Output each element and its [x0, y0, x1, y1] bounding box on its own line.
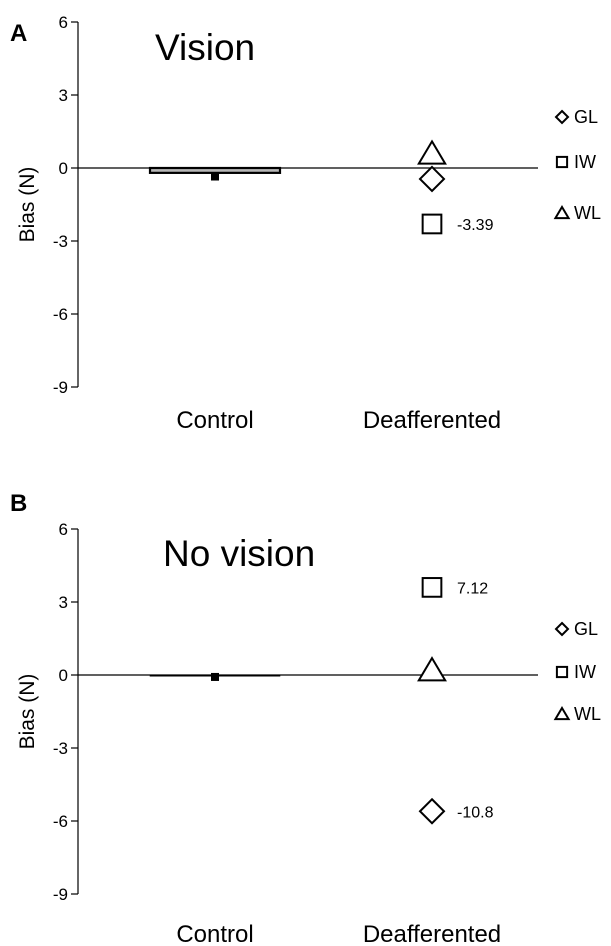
y-axis-label: Bias (N)	[16, 167, 39, 243]
legend-label-wl: WL	[574, 203, 601, 223]
y-tick-label: -3	[53, 739, 68, 758]
panel-b: B No vision 6 3 0 -3 -6 -9 Bias (N) -10.8 7.12 Cont…	[10, 490, 601, 946]
y-tick-label: 0	[59, 159, 68, 178]
x-category-label: Control	[176, 921, 253, 946]
y-tick-label: 6	[59, 520, 68, 539]
chart-title: No vision	[163, 533, 315, 574]
panel-letter: B	[10, 490, 27, 517]
legend-marker-wl	[553, 205, 571, 220]
legend-marker-gl	[554, 621, 570, 637]
control-mean-marker	[211, 672, 219, 681]
chart-title: Vision	[155, 27, 255, 68]
y-tick-label: -9	[53, 378, 68, 397]
point-gl	[418, 165, 446, 193]
point-wl	[417, 656, 447, 682]
point-wl	[417, 139, 447, 165]
legend-label-gl: GL	[574, 107, 598, 127]
legend-marker-iw	[555, 665, 569, 679]
legend-label-iw: IW	[574, 662, 596, 682]
legend-label-gl: GL	[574, 619, 598, 639]
y-axis-label: Bias (N)	[16, 674, 39, 750]
legend-label-iw: IW	[574, 152, 596, 172]
point-iw	[421, 577, 443, 598]
point-iw	[421, 213, 443, 235]
legend-marker-iw	[555, 155, 569, 169]
y-tick-label: -9	[53, 885, 68, 904]
x-category-label: Deafferented	[363, 407, 501, 434]
x-category-label: Deafferented	[363, 921, 501, 946]
y-tick-label: 3	[59, 86, 68, 105]
panel-letter: A	[10, 20, 27, 47]
point-gl	[418, 797, 446, 825]
x-category-label: Control	[176, 407, 253, 434]
data-label-gl: -10.8	[457, 804, 494, 821]
panel-a: A Vision 6 3 0 -3 -6 -9 Bias (N) -3.39 Control Deaf…	[10, 13, 601, 434]
legend-marker-gl	[554, 109, 570, 125]
control-mean-marker	[211, 172, 219, 181]
y-tick-label: -3	[53, 232, 68, 251]
data-label-iw: 7.12	[457, 580, 488, 597]
control-bar	[148, 166, 282, 174]
y-tick-label: -6	[53, 305, 68, 324]
y-tick-label: 3	[59, 593, 68, 612]
legend-label-wl: WL	[574, 704, 601, 724]
y-tick-label: -6	[53, 812, 68, 831]
y-tick-label: 0	[59, 666, 68, 685]
y-tick-label: 6	[59, 13, 68, 32]
data-label-iw: -3.39	[457, 217, 494, 234]
legend-marker-wl	[553, 706, 571, 721]
